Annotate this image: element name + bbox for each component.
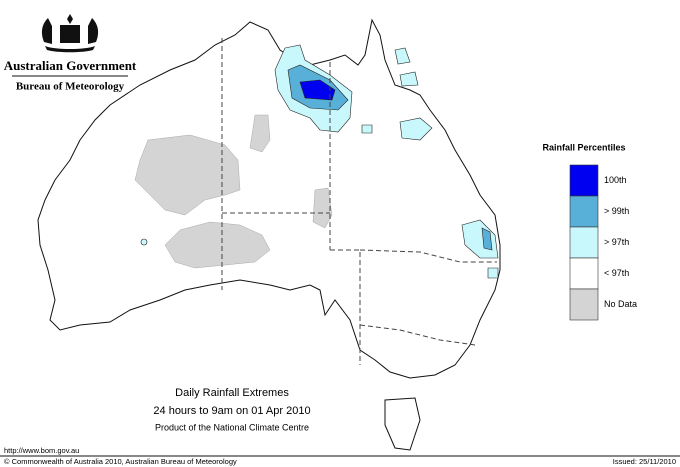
legend-label: > 99th (604, 206, 629, 216)
rainfall-areas (140, 44, 499, 279)
legend-label: > 97th (604, 237, 629, 247)
agency-name: Bureau of Meteorology (16, 81, 125, 93)
footer-issued: Issued: 25/11/2010 (613, 457, 676, 466)
tasmania (384, 397, 421, 451)
state-borders (221, 38, 497, 365)
government-name: Australian Government (4, 58, 137, 73)
no-data-areas (134, 114, 333, 269)
footer-copyright: © Commonwealth of Australia 2010, Austra… (4, 457, 237, 466)
legend-label: No Data (604, 299, 637, 309)
caption-title: Daily Rainfall Extremes (175, 387, 289, 399)
legend-swatch (569, 164, 599, 197)
legend-swatch (569, 195, 599, 228)
caption-source: Product of the National Climate Centre (155, 422, 309, 432)
legend-label: 100th (604, 175, 627, 185)
legend-swatch (569, 257, 599, 290)
footer-url: http://www.bom.gov.au (4, 446, 79, 455)
legend-swatch (569, 288, 599, 321)
caption-period: 24 hours to 9am on 01 Apr 2010 (153, 405, 310, 417)
legend-swatch (569, 226, 599, 259)
coat-of-arms (41, 14, 99, 53)
legend: 100th > 99th > 97th < 97th No Data (569, 164, 637, 321)
legend-label: < 97th (604, 268, 629, 278)
mainland (37, 18, 501, 379)
legend-title: Rainfall Percentiles (542, 142, 625, 152)
